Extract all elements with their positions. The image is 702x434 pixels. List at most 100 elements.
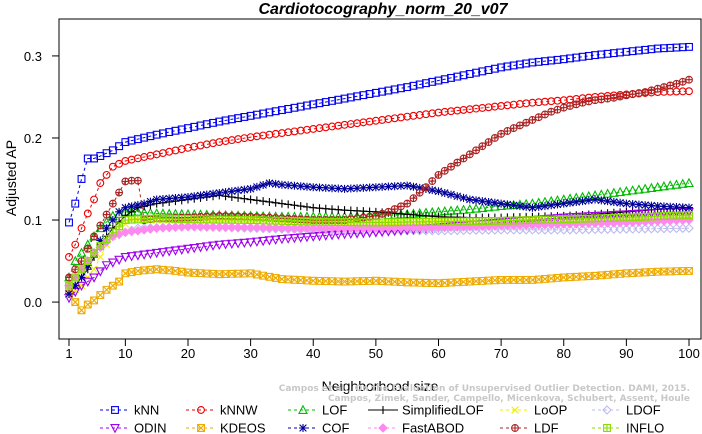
data-point-lof [483,202,494,212]
data-point-cof [346,184,355,193]
data-point-lof [677,178,688,188]
data-point-ldof [515,225,525,235]
data-point-cof [108,216,117,225]
data-point-cof [359,183,368,192]
data-point-cof [384,182,393,191]
data-point-loop [96,253,105,261]
data-point-odin [558,213,569,223]
data-point-odin [114,255,125,266]
data-point-ldf [409,194,418,203]
data-point-cof [371,183,380,192]
data-point-odin [552,214,563,224]
data-point-odin [295,233,306,243]
data-point-cof [478,197,487,206]
data-point-cof [152,195,161,204]
data-point-simplifiedlof [277,199,286,208]
legend-label-kdeos: KDEOS [220,421,266,434]
data-point-cof [302,182,311,191]
data-point-odin [82,277,93,287]
series-kdeos [65,265,693,315]
data-point-ldf [591,96,600,105]
data-point-cof [190,192,199,201]
x-tick-label: 30 [243,346,257,361]
data-point-odin [145,249,156,260]
legend-item-knnw: kNNW [186,403,258,418]
data-point-cof [553,200,562,209]
x-tick-label: 50 [369,346,383,361]
data-point-lof [477,202,488,212]
series-knnw [65,87,693,261]
data-point-odin [583,212,594,222]
data-point-lof [671,179,682,189]
data-point-cof [246,184,255,193]
data-point-ldf [509,124,518,132]
data-point-ldof [465,225,475,236]
data-point-fastabod [352,223,362,234]
data-point-cof [428,186,437,195]
data-point-simplifiedlof [284,200,293,209]
data-point-cof [196,191,205,200]
data-point-ldof [552,225,563,235]
data-point-ldf [490,134,499,142]
data-point-knnw [102,170,111,179]
data-point-lof [621,185,632,196]
data-point-cof [183,193,192,202]
data-point-ldf [71,265,80,274]
data-point-cof [628,200,637,209]
data-point-odin [264,236,275,246]
data-point-knnw [90,195,99,204]
data-point-loop [90,265,98,274]
data-point-ldf [672,79,681,88]
data-point-ldof [565,225,575,235]
data-point-odin [208,241,218,251]
data-point-cof [584,196,593,205]
data-point-simplifiedlof [240,194,249,203]
x-tick-label: 70 [494,346,508,361]
data-point-simplifiedlof [246,195,255,204]
data-point-odin [577,212,588,222]
data-point-cof [685,203,693,212]
legend: kNN kNNW LOF SimplifiedLOF LoOP LDOF ODIN KDEOS… [100,403,664,434]
data-point-cof [459,193,468,202]
data-point-cof [484,197,493,206]
data-point-cof [528,203,537,212]
data-point-ldf [108,199,117,208]
data-point-cof [447,190,456,199]
data-point-ldf [472,146,481,155]
y-tick-label: 0.3 [24,49,42,64]
data-point-kdeos [102,285,111,294]
legend-label-fastabod: FastABOD [402,421,464,434]
data-point-lof [489,201,500,211]
data-point-fastabod [277,223,287,233]
data-point-cof [472,196,481,205]
watermark-line-1: Campos et al., On the Evaluation of Unsu… [279,384,690,394]
data-point-lof [646,182,657,192]
data-point-knn [71,199,80,208]
data-point-odin [164,247,175,257]
data-point-ldof [665,223,675,234]
data-point-ldf [396,202,405,211]
x-tick-label: 80 [557,346,571,361]
legend-item-ldof: LDOF [592,403,661,418]
legend-marker-lof [298,404,308,414]
data-point-kdeos [71,298,80,307]
data-point-simplifiedlof [302,202,311,211]
series-layer [64,42,694,315]
data-point-inflo [77,265,86,274]
x-tick-label: 1 [65,346,72,361]
data-point-ldf [434,171,443,179]
data-point-ldf [65,273,73,282]
data-point-inflo [83,257,92,266]
data-point-cof [353,184,362,193]
data-point-fastabod [201,222,212,232]
data-point-odin [170,246,181,256]
legend-marker-kdeos [197,424,205,432]
data-point-odin [226,239,237,250]
data-point-odin [608,210,619,221]
data-point-knnw [685,87,693,96]
data-point-ldf [497,130,506,138]
data-point-odin [76,281,87,292]
data-point-cof [71,281,80,290]
data-point-cof [415,183,424,192]
data-point-ldf [572,100,581,109]
